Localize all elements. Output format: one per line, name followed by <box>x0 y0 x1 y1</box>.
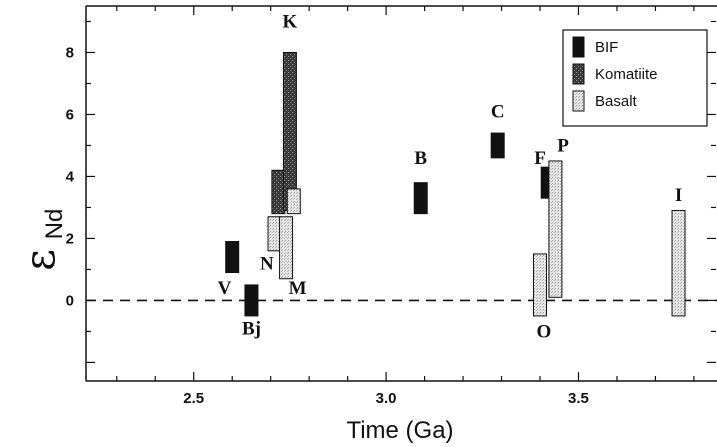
y-axis-title-subscript: Nd <box>41 209 68 240</box>
range-bar-komatiite <box>282 51 297 212</box>
x-tick-label: 3.0 <box>376 390 397 407</box>
range-label: C <box>491 102 505 123</box>
y-tick-label: 4 <box>66 168 75 185</box>
range-bar-bif <box>244 284 259 317</box>
range-label: V <box>218 278 232 299</box>
legend-label: Komatiite <box>595 66 658 83</box>
y-tick-label: 8 <box>66 44 74 61</box>
x-tick-label: 3.5 <box>568 390 589 407</box>
range-labels: V Bj NM K B C FP O I <box>218 12 683 343</box>
range-bar-basalt <box>286 188 301 215</box>
legend-box <box>562 29 708 127</box>
range-label: M <box>289 278 307 299</box>
range-label: Bj <box>242 319 261 340</box>
x-axis-title: Time (Ga) <box>346 417 453 444</box>
range-bars <box>225 51 686 317</box>
range-label: N <box>260 253 274 274</box>
range-label: B <box>414 148 427 169</box>
range-label: F <box>534 148 546 169</box>
range-bar-bif <box>413 182 428 215</box>
y-tick-label: 0 <box>66 292 74 309</box>
y-axis-title-main: ε <box>15 249 64 271</box>
legend-swatch-bif <box>572 36 585 58</box>
legend-label: BIF <box>595 39 618 56</box>
range-label: K <box>283 12 298 33</box>
range-bar-bif <box>225 241 240 274</box>
range-bar-basalt <box>671 210 686 317</box>
range-label: O <box>536 322 551 343</box>
plot-area: 2.5 3.0 3.5 0 2 4 6 8 <box>66 5 717 407</box>
range-label: I <box>675 185 682 206</box>
legend: BIF Komatiite Basalt <box>562 29 708 127</box>
range-bar-basalt <box>279 216 294 280</box>
y-tick-label: 6 <box>66 106 74 123</box>
y-axis-title: ε Nd <box>15 209 68 271</box>
x-tick-label: 2.5 <box>183 390 204 407</box>
range-label: P <box>557 136 569 157</box>
range-bar-bif <box>490 132 505 159</box>
legend-swatch-basalt <box>572 90 585 112</box>
range-bar-basalt <box>533 253 548 317</box>
legend-swatch-komatiite <box>572 63 585 85</box>
range-bar-basalt <box>548 160 563 298</box>
legend-label: Basalt <box>595 93 638 110</box>
y-tick-label: 2 <box>66 230 74 247</box>
